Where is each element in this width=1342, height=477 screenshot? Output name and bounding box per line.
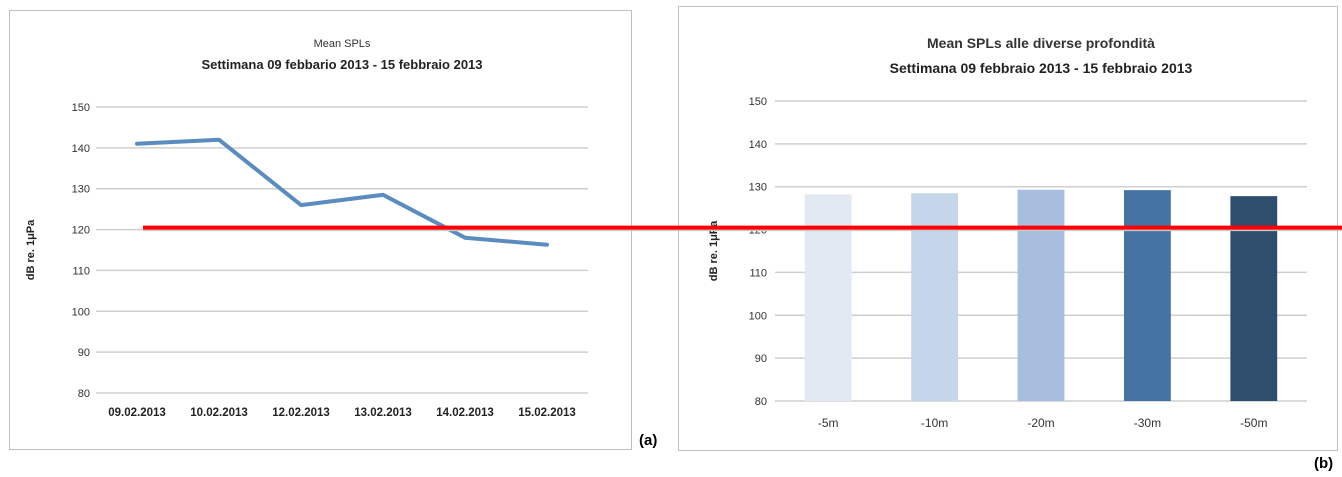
x-tick-label: -30m xyxy=(1134,416,1161,430)
y-tick-label: 90 xyxy=(78,347,90,359)
bar xyxy=(1017,189,1065,401)
y-tick-label: 110 xyxy=(72,265,90,277)
x-tick-label: -10m xyxy=(921,416,948,430)
y-tick-label: 80 xyxy=(755,396,767,408)
x-tick-label: 09.02.2013 xyxy=(108,407,166,419)
y-tick-label: 90 xyxy=(755,353,767,365)
y-tick-label: 80 xyxy=(78,388,90,400)
bar xyxy=(804,194,852,401)
y-tick-label: 150 xyxy=(72,102,90,114)
x-tick-label: 12.02.2013 xyxy=(272,407,330,419)
x-tick-label: -20m xyxy=(1027,416,1054,430)
chart-title: Mean SPLs xyxy=(314,38,371,50)
chart-subtitle: Settimana 09 febbraio 2013 - 15 febbraio… xyxy=(890,60,1193,76)
chart-panel-b: Mean SPLs alle diverse profondità Settima… xyxy=(678,6,1338,451)
chart-panel-a: Mean SPLs Settimana 09 febbario 2013 - 15… xyxy=(9,10,632,450)
panel-label-b: (b) xyxy=(1314,455,1334,472)
y-tick-label: 100 xyxy=(72,306,90,318)
y-tick-label: 140 xyxy=(749,139,767,151)
line-chart: Mean SPLs Settimana 09 febbario 2013 - 15… xyxy=(25,38,588,419)
bar xyxy=(1230,196,1278,401)
series-line xyxy=(135,137,549,247)
y-tick-label: 110 xyxy=(749,267,767,279)
bar xyxy=(911,193,959,401)
y-tick-label: 150 xyxy=(749,96,767,108)
y-tick-label: 120 xyxy=(749,225,767,237)
x-tick-label: -50m xyxy=(1240,416,1267,430)
y-axis-label: dB re. 1μPa xyxy=(25,219,37,280)
y-tick-label: 130 xyxy=(72,184,90,196)
y-tick-label: 140 xyxy=(72,143,90,155)
panel-label-a: (a) xyxy=(639,432,658,449)
chart-title: Mean SPLs alle diverse profondità xyxy=(927,35,1155,51)
x-tick-label: -5m xyxy=(818,416,839,430)
chart-subtitle: Settimana 09 febbario 2013 - 15 febbraio… xyxy=(201,57,482,72)
y-tick-label: 100 xyxy=(749,310,767,322)
y-axis-label: dB re. 1μPa xyxy=(708,220,720,281)
x-tick-label: 15.02.2013 xyxy=(518,407,576,419)
y-tick-label: 130 xyxy=(749,182,767,194)
bar xyxy=(1123,190,1171,401)
x-tick-label: 13.02.2013 xyxy=(354,407,412,419)
x-tick-label: 10.02.2013 xyxy=(190,407,248,419)
bar-chart: Mean SPLs alle diverse profondità Settima… xyxy=(708,35,1307,430)
x-tick-label: 14.02.2013 xyxy=(436,407,494,419)
y-tick-label: 120 xyxy=(72,225,90,237)
